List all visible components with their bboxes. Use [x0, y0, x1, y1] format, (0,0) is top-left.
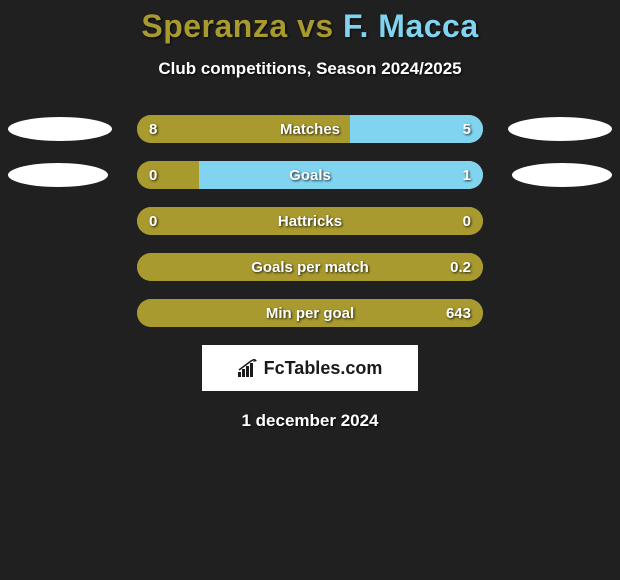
stat-label: Matches — [137, 115, 483, 143]
stat-row: 85Matches — [0, 115, 620, 143]
logo-text: FcTables.com — [264, 358, 383, 379]
left-ellipse — [8, 117, 112, 141]
stat-bar: 85Matches — [137, 115, 483, 143]
stat-label: Min per goal — [137, 299, 483, 327]
stat-label: Goals per match — [137, 253, 483, 281]
stats-rows: 85Matches 01Goals 00Hattricks 0.2Goals per … — [0, 115, 620, 327]
stat-bar: 0.2Goals per match — [137, 253, 483, 281]
stat-bar: 01Goals — [137, 161, 483, 189]
stat-bar: 00Hattricks — [137, 207, 483, 235]
subtitle: Club competitions, Season 2024/2025 — [0, 59, 620, 79]
vs-text: vs — [297, 8, 334, 44]
chart-icon — [238, 359, 260, 377]
page-title: Speranza vs F. Macca — [0, 0, 620, 45]
stat-label: Hattricks — [137, 207, 483, 235]
right-ellipse — [508, 117, 612, 141]
stat-row: 01Goals — [0, 161, 620, 189]
stat-row: 00Hattricks — [0, 207, 620, 235]
stat-bar: 643Min per goal — [137, 299, 483, 327]
stat-row: 0.2Goals per match — [0, 253, 620, 281]
right-ellipse — [512, 163, 612, 187]
logo-box: FcTables.com — [202, 345, 418, 391]
player1-name: Speranza — [141, 8, 287, 44]
stat-label: Goals — [137, 161, 483, 189]
date-text: 1 december 2024 — [0, 411, 620, 431]
player2-name: F. Macca — [343, 8, 479, 44]
stat-row: 643Min per goal — [0, 299, 620, 327]
left-ellipse — [8, 163, 108, 187]
